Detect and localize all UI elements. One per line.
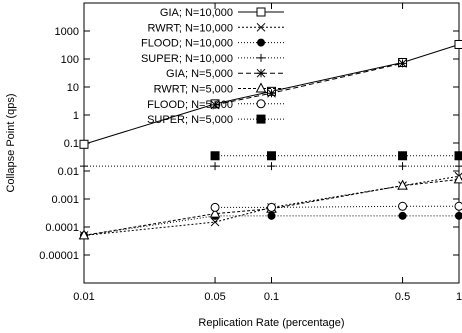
data-point [256, 99, 266, 109]
series-line [215, 205, 459, 208]
data-point [455, 211, 462, 220]
x-axis-title: Replication Rate (percentage) [198, 317, 344, 329]
y-tick-label: 0.01 [58, 166, 79, 178]
y-axis-ticks: 0.00001 0.0001 0.001 0.01 0.1 1 10 100 1000 [39, 26, 459, 262]
data-point [454, 39, 462, 49]
data-point [210, 151, 220, 161]
data-point [80, 162, 88, 171]
data-point [397, 179, 408, 190]
data-point [210, 202, 220, 212]
data-point [78, 229, 90, 240]
legend-label: FLOOD; N=10,000 [141, 38, 233, 50]
data-point [454, 151, 462, 161]
x-tick-label: 0.01 [73, 291, 94, 303]
series-line [83, 175, 460, 236]
series-6 [210, 201, 462, 212]
x-tick-label: 1 [456, 291, 462, 303]
data-point [79, 139, 89, 149]
y-tick-label: 0.001 [51, 194, 79, 206]
y-tick-label: 0.1 [64, 138, 79, 150]
data-point [398, 201, 408, 211]
legend-label: SUPER; N=10,000 [141, 53, 233, 65]
data-point [398, 151, 408, 161]
data-point [209, 207, 221, 218]
legend-label: FLOOD; N=5,000 [147, 99, 233, 111]
data-point [256, 68, 266, 78]
data-point [267, 151, 276, 161]
x-axis-ticks: 0.01 0.05 0.1 0.5 1 [73, 3, 462, 303]
data-point [398, 211, 407, 220]
data-point [453, 173, 462, 184]
series-2 [80, 211, 462, 240]
legend-label: RWRT; N=10,000 [148, 22, 234, 34]
data-point [211, 162, 220, 171]
series-layer [78, 39, 462, 240]
series-7 [210, 151, 462, 161]
x-tick-label: 0.05 [204, 291, 225, 303]
data-point [267, 211, 276, 220]
y-axis-title: Collapse Point (qps) [5, 93, 17, 192]
data-point [267, 88, 276, 98]
data-point [255, 82, 267, 93]
series-4 [210, 58, 407, 110]
data-point [257, 53, 265, 62]
data-point [257, 38, 265, 47]
series-3 [80, 162, 462, 171]
data-point [256, 114, 266, 124]
data-point [454, 201, 462, 211]
y-tick-label: 1 [73, 110, 79, 122]
y-tick-label: 10 [67, 82, 79, 94]
data-point [455, 162, 462, 171]
data-point [210, 100, 220, 110]
y-tick-label: 100 [61, 54, 79, 66]
y-tick-label: 1000 [55, 26, 79, 38]
legend-label: GIA; N=10,000 [160, 7, 233, 19]
data-point [267, 202, 276, 212]
data-point [267, 162, 276, 171]
y-tick-label: 0.00001 [39, 250, 79, 262]
series-line [83, 178, 460, 236]
series-line [214, 62, 403, 106]
x-tick-label: 0.5 [395, 291, 410, 303]
data-point [256, 22, 266, 32]
y-tick-label: 0.0001 [45, 222, 79, 234]
data-point [210, 217, 220, 227]
legend-label: GIA; N=5,000 [166, 68, 233, 80]
data-point [256, 7, 266, 17]
legend-label: SUPER; N=5,000 [147, 114, 233, 126]
data-point [398, 162, 407, 171]
legend-label: RWRT; N=5,000 [154, 84, 233, 96]
legend: GIA; N=10,000 RWRT; N=10,000 FLOOD; N=10,0… [141, 7, 284, 126]
data-point [398, 58, 407, 68]
x-tick-label: 0.1 [264, 291, 279, 303]
